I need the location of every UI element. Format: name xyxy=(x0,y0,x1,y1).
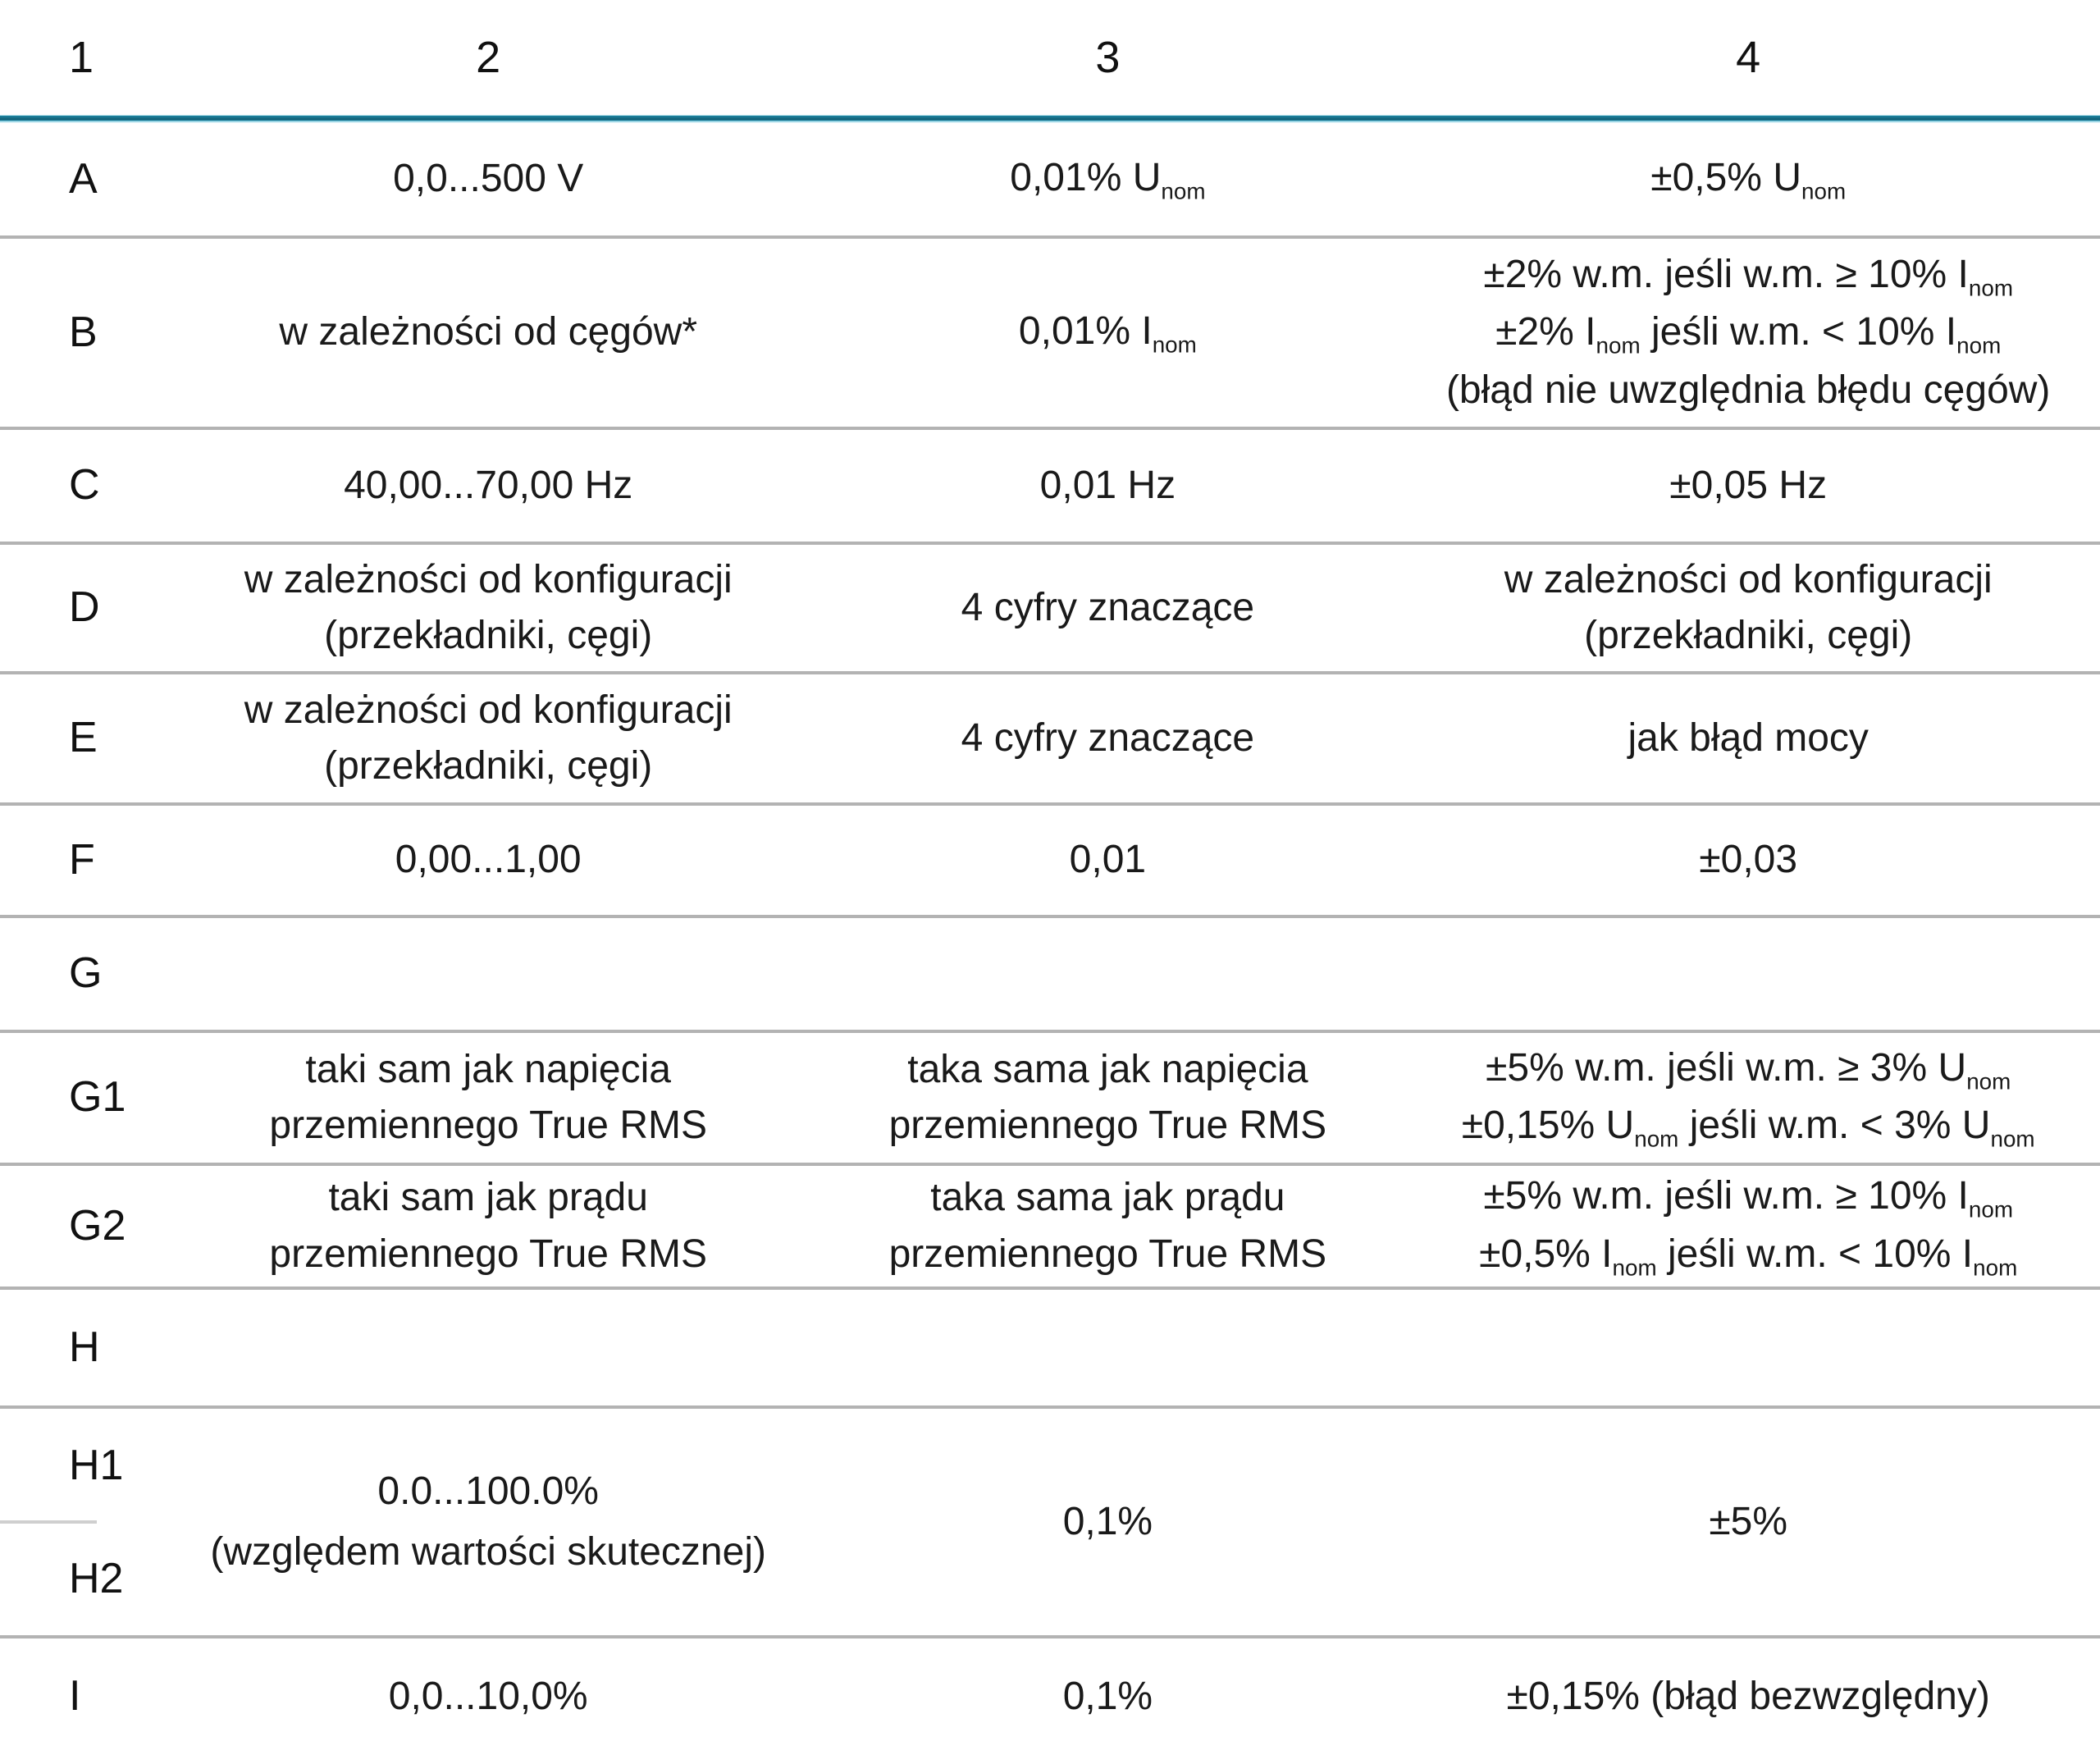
table-row-C: C 40,00...70,00 Hz 0,01 Hz ±0,05 Hz xyxy=(0,427,2100,542)
row-D-resolution-cell: 4 cyfry znaczące xyxy=(961,585,1255,629)
row-H1-H2-labels: H1 H2 xyxy=(0,1409,158,1635)
row-H-label: H xyxy=(69,1323,100,1371)
row-H-error-cell xyxy=(1396,1290,2100,1405)
row-A-label: A xyxy=(69,154,98,203)
row-E-range-cell: w zależności od konfiguracji (przekładnik… xyxy=(244,688,733,788)
row-C-error-cell: ±0,05 Hz xyxy=(1669,463,1828,507)
row-F-label: F xyxy=(69,835,95,884)
row-A-resolution-cell: 0,01% Unom xyxy=(1010,156,1206,205)
row-G-range-cell xyxy=(158,918,819,1030)
row-F-error-cell: ±0,03 xyxy=(1699,838,1798,882)
row-F-resolution-cell: 0,01 xyxy=(1069,838,1147,882)
row-H1-H2-resolution-cell: 0,1% xyxy=(1062,1499,1153,1543)
row-H-range-cell xyxy=(158,1290,819,1405)
table-row-H1-H2: H1 H2 0.0...100.0% (względem wartości sku… xyxy=(0,1405,2100,1635)
row-G-resolution-cell xyxy=(819,918,1396,1030)
row-G-label: G xyxy=(69,949,103,998)
row-B-error-cell: ±2% w.m. jeśli w.m. ≥ 10% Inom ±2% Inom j… xyxy=(1445,253,2051,412)
col-header-3: 3 xyxy=(1095,32,1121,82)
row-G1-error-cell: ±5% w.m. jeśli w.m. ≥ 3% Unom ±0,15% Unom… xyxy=(1461,1045,2035,1152)
col-header-4: 4 xyxy=(1736,32,1761,82)
table-row-D: D w zależności od konfiguracji (przekładn… xyxy=(0,542,2100,671)
row-G2-error-cell: ±5% w.m. jeśli w.m. ≥ 10% Inom ±0,5% Inom… xyxy=(1479,1174,2018,1281)
row-B-resolution-cell: 0,01% Inom xyxy=(1018,309,1197,359)
row-A-range-cell: 0,0...500 V xyxy=(393,157,584,201)
row-I-range-cell: 0,0...10,0% xyxy=(388,1674,588,1718)
row-H2-label: H2 xyxy=(69,1555,124,1602)
table-row-E: E w zależności od konfiguracji (przekładn… xyxy=(0,671,2100,802)
row-E-error-cell: jak błąd mocy xyxy=(1628,715,1869,760)
row-I-label: I xyxy=(69,1672,81,1721)
table-row-G2: G2 taki sam jak prądu przemiennego True R… xyxy=(0,1163,2100,1287)
row-G-error-cell xyxy=(1396,918,2100,1030)
row-B-label: B xyxy=(69,308,98,356)
row-G1-label: G1 xyxy=(69,1073,126,1122)
row-D-label: D xyxy=(69,583,100,632)
row-G1-range-cell: taki sam jak napięcia przemiennego True R… xyxy=(269,1047,707,1147)
table-row-G: G xyxy=(0,915,2100,1030)
row-H-resolution-cell xyxy=(819,1290,1396,1405)
table-row-I: I 0,0...10,0% 0,1% ±0,15% (błąd bezwzglę… xyxy=(0,1635,2100,1755)
row-H1-H2-range-cell: 0.0...100.0% (względem wartości skuteczne… xyxy=(210,1469,766,1574)
row-E-label: E xyxy=(69,714,98,762)
row-G1-resolution-cell: taka sama jak napięcia przemiennego True … xyxy=(888,1047,1327,1147)
table-row-H: H xyxy=(0,1287,2100,1405)
row-A-error-cell: ±0,5% Unom xyxy=(1650,156,1847,205)
header-rule xyxy=(0,115,2100,123)
row-E-resolution-cell: 4 cyfry znaczące xyxy=(961,715,1255,760)
row-D-error-cell: w zależności od konfiguracji (przekładnik… xyxy=(1504,557,1993,657)
row-I-error-cell: ±0,15% (błąd bezwzględny) xyxy=(1506,1674,1990,1718)
table-row-A: A 0,0...500 V 0,01% Unom ±0,5% Unom xyxy=(0,123,2100,235)
row-F-range-cell: 0,00...1,00 xyxy=(395,838,582,882)
row-D-range-cell: w zależności od konfiguracji (przekładnik… xyxy=(244,557,733,657)
col-header-2: 2 xyxy=(476,32,501,82)
table-row-G1: G1 taki sam jak napięcia przemiennego Tru… xyxy=(0,1030,2100,1163)
row-G2-range-cell: taki sam jak prądu przemiennego True RMS xyxy=(269,1176,707,1276)
row-B-range-cell: w zależności od cęgów* xyxy=(279,310,697,354)
row-G2-resolution-cell: taka sama jak prądu przemiennego True RMS xyxy=(888,1176,1327,1276)
col-header-1: 1 xyxy=(69,32,94,82)
row-C-label: C xyxy=(69,461,100,510)
row-G2-label: G2 xyxy=(69,1201,126,1250)
row-H1-H2-error-cell: ±5% xyxy=(1709,1499,1788,1543)
row-C-range-cell: 40,00...70,00 Hz xyxy=(344,463,633,507)
header-row: 1 2 3 4 xyxy=(0,0,2100,115)
h1-h2-divider xyxy=(0,1520,97,1524)
row-I-resolution-cell: 0,1% xyxy=(1062,1674,1153,1718)
table-row-F: F 0,00...1,00 0,01 ±0,03 xyxy=(0,802,2100,915)
row-C-resolution-cell: 0,01 Hz xyxy=(1039,463,1176,507)
row-H1-label: H1 xyxy=(69,1442,124,1489)
table-row-B: B w zależności od cęgów* 0,01% Inom ±2% … xyxy=(0,235,2100,427)
